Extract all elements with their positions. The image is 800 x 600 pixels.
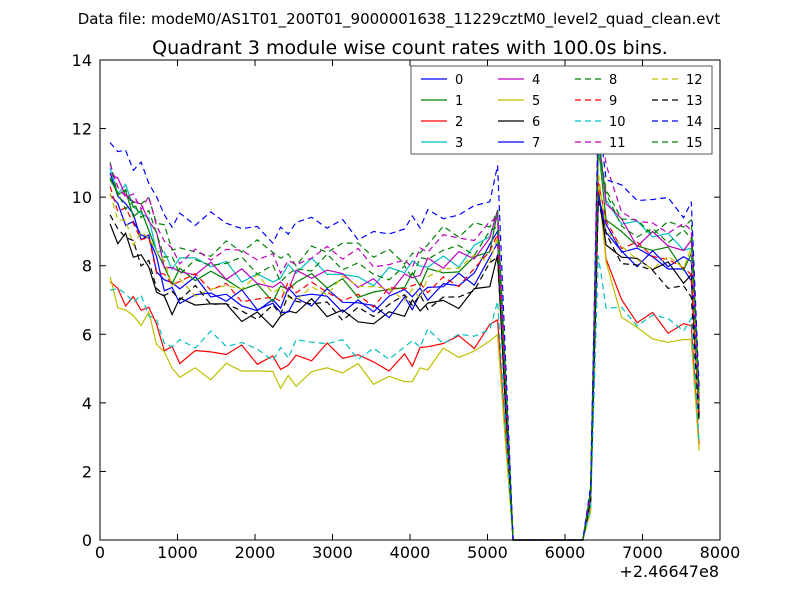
- x-tick-label: 4000: [390, 543, 431, 562]
- y-tick-label: 8: [82, 257, 92, 276]
- data-file-label: Data file: modeM0/AS1T01_200T01_90000016…: [78, 10, 721, 29]
- series-layer: [109, 103, 700, 541]
- y-tick-label: 0: [82, 531, 92, 550]
- series-line-9: [109, 182, 700, 541]
- series-line-11: [109, 103, 700, 541]
- y-tick-label: 2: [82, 462, 92, 481]
- legend-label-11: 11: [609, 136, 626, 151]
- y-tick-label: 14: [72, 51, 92, 70]
- chart-title: Quadrant 3 module wise count rates with …: [152, 37, 668, 59]
- x-tick-label: 8000: [700, 543, 741, 562]
- x-axis: 0 1000 2000 3000 4000 5000 6000 7000 8000: [95, 60, 740, 562]
- legend-label-12: 12: [686, 73, 703, 88]
- series-line-8: [109, 141, 700, 541]
- x-tick-label: 3000: [312, 543, 353, 562]
- series-line-7: [109, 194, 700, 541]
- series-line-15: [109, 149, 700, 541]
- series-line-10: [109, 255, 700, 541]
- plot-area: 0 1000 2000 3000 4000 5000 6000 7000 8000 0 2 4 6 8 1…: [72, 51, 741, 581]
- y-tick-label: 4: [82, 394, 92, 413]
- legend-label-0: 0: [455, 73, 463, 88]
- series-line-1: [109, 144, 700, 541]
- series-line-12: [109, 173, 700, 541]
- y-tick-label: 6: [82, 325, 92, 344]
- legend-box: [410, 65, 713, 155]
- series-line-3: [109, 147, 700, 541]
- x-tick-label: 1000: [157, 543, 198, 562]
- legend-label-2: 2: [455, 115, 463, 130]
- legend-label-5: 5: [532, 94, 540, 109]
- legend-label-7: 7: [532, 136, 540, 151]
- x-tick-label: 6000: [545, 543, 586, 562]
- series-line-0: [109, 172, 700, 541]
- series-line-13: [109, 200, 700, 541]
- legend-label-15: 15: [686, 136, 703, 151]
- series-line-4: [109, 131, 700, 541]
- legend-label-10: 10: [609, 115, 626, 130]
- legend-label-4: 4: [532, 73, 540, 88]
- legend-label-8: 8: [609, 73, 617, 88]
- legend-label-1: 1: [455, 94, 463, 109]
- legend-label-9: 9: [609, 94, 617, 109]
- legend-label-3: 3: [455, 136, 463, 151]
- x-tick-label: 5000: [467, 543, 508, 562]
- x-tick-label: 7000: [622, 543, 663, 562]
- x-tick-label: 0: [95, 543, 105, 562]
- y-tick-label: 10: [72, 188, 92, 207]
- legend-label-6: 6: [532, 115, 540, 130]
- x-offset-label: +2.46647e8: [619, 562, 719, 581]
- legend-label-13: 13: [686, 94, 703, 109]
- x-tick-label: 2000: [235, 543, 276, 562]
- legend-label-14: 14: [686, 115, 703, 130]
- y-tick-label: 12: [72, 120, 92, 139]
